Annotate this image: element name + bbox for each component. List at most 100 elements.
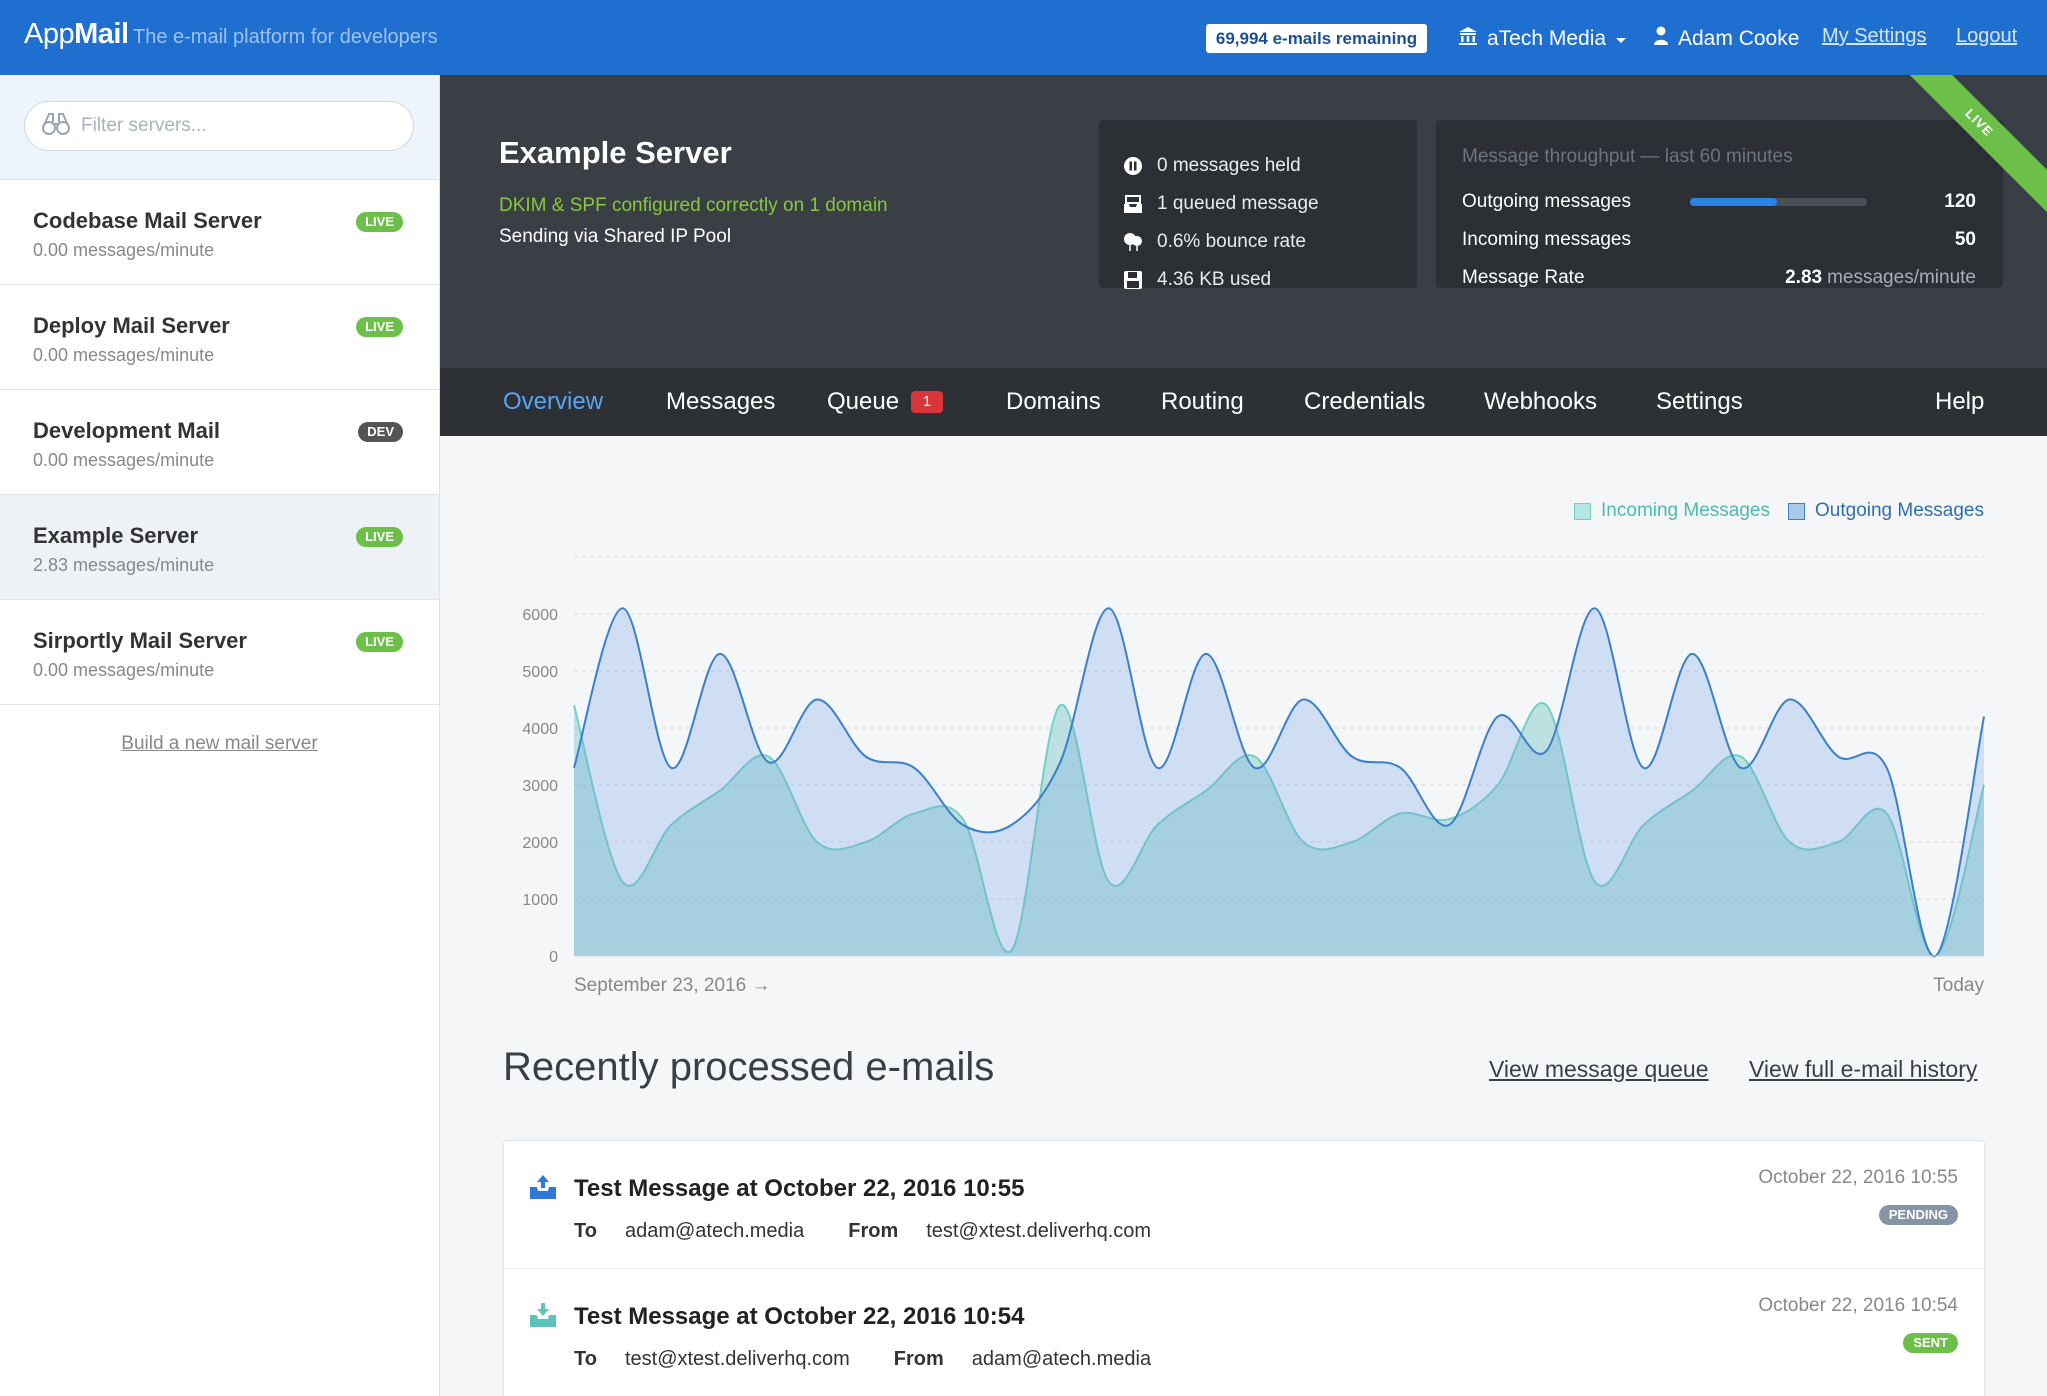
email-meta: To test@xtest.deliverhq.com From adam@at…: [574, 1348, 1151, 1371]
outgoing-label: Outgoing messages: [1462, 191, 1631, 212]
floppy-disk-icon: [1123, 270, 1143, 290]
outgoing-progress-bar: [1690, 198, 1867, 206]
rate-unit: messages/minute: [1827, 267, 1976, 288]
email-subject: Test Message at October 22, 2016 10:54: [574, 1303, 1025, 1330]
tab-messages[interactable]: Messages: [666, 388, 776, 415]
x-axis-start-label: September 23, 2016 →: [574, 975, 771, 996]
server-title: Example Server: [499, 135, 732, 170]
server-item-sirportly[interactable]: Sirportly Mail Server 0.00 messages/minu…: [0, 600, 439, 705]
incoming-mail-icon: [528, 1301, 558, 1334]
y-tick-label: 5000: [522, 664, 558, 681]
quota-badge: 69,994 e-mails remaining: [1206, 24, 1427, 53]
live-badge: LIVE: [356, 632, 403, 652]
tab-overview[interactable]: Overview: [503, 388, 604, 415]
email-row[interactable]: Test Message at October 22, 2016 10:55 T…: [504, 1141, 1984, 1269]
organization-name: aTech Media: [1487, 27, 1607, 50]
tab-credentials[interactable]: Credentials: [1304, 388, 1426, 415]
dev-badge: DEV: [358, 422, 403, 442]
legend-outgoing[interactable]: Outgoing Messages: [1788, 500, 1984, 522]
server-item-example[interactable]: Example Server 2.83 messages/minute LIVE: [0, 495, 439, 600]
outgoing-progress-fill: [1690, 198, 1777, 206]
server-item-codebase[interactable]: Codebase Mail Server 0.00 messages/minut…: [0, 180, 439, 285]
email-row[interactable]: Test Message at October 22, 2016 10:54 T…: [504, 1269, 1984, 1396]
server-item-deploy[interactable]: Deploy Mail Server 0.00 messages/minute …: [0, 285, 439, 390]
status-badge: PENDING: [1878, 1205, 1958, 1225]
legend-label-outgoing: Outgoing Messages: [1815, 500, 1984, 521]
email-meta: To adam@atech.media From test@xtest.deli…: [574, 1220, 1151, 1243]
server-name: Deploy Mail Server: [33, 313, 230, 338]
inbox-tray-icon: [1123, 194, 1143, 214]
from-label: From: [893, 1348, 944, 1370]
balloon-icon: [1123, 232, 1143, 252]
tab-webhooks[interactable]: Webhooks: [1484, 388, 1597, 415]
chart-legend: Incoming Messages Outgoing Messages: [1574, 500, 1984, 522]
stat-storage: 4.36 KB used: [1123, 261, 1417, 299]
stat-queued: 1 queued message: [1123, 185, 1417, 223]
server-name: Development Mail: [33, 418, 221, 443]
user-menu[interactable]: Adam Cooke: [1653, 25, 1799, 53]
tab-help[interactable]: Help: [1935, 388, 1985, 415]
chart-svg: 0 1000 2000 3000 4000 5000 6000: [522, 556, 1985, 966]
outgoing-row: Outgoing messages 120: [1462, 183, 1976, 221]
series-line-outgoing: [573, 607, 1985, 958]
throughput-title: Message throughput — last 60 minutes: [1462, 146, 1793, 167]
user-name: Adam Cooke: [1678, 27, 1800, 50]
logo-text-bold: Mail: [74, 18, 129, 50]
outgoing-value: 120: [1944, 191, 1976, 212]
organization-menu[interactable]: aTech Media: [1458, 25, 1627, 53]
server-tabs: Overview Messages Queue 1 Domains Routin…: [440, 368, 2047, 436]
live-badge: LIVE: [356, 527, 403, 547]
legend-swatch-incoming: [1574, 502, 1592, 520]
server-rate: 0.00 messages/minute: [33, 450, 215, 470]
throughput-card: Message throughput — last 60 minutes Out…: [1436, 120, 2003, 288]
live-badge: LIVE: [356, 317, 403, 337]
tab-routing[interactable]: Routing: [1161, 388, 1244, 415]
build-new-server-link[interactable]: Build a new mail server: [121, 733, 318, 754]
stat-text: 4.36 KB used: [1157, 269, 1272, 290]
legend-incoming[interactable]: Incoming Messages: [1574, 500, 1770, 522]
series-area-outgoing: [574, 608, 1984, 957]
server-header: Example Server DKIM & SPF configured cor…: [440, 75, 2047, 368]
to-label: To: [574, 1220, 597, 1242]
outgoing-mail-icon: [528, 1173, 558, 1206]
stat-held: 0 messages held: [1123, 147, 1417, 185]
status-badge: SENT: [1903, 1333, 1958, 1353]
user-icon: [1653, 26, 1669, 52]
view-history-link[interactable]: View full e-mail history: [1749, 1056, 1978, 1082]
sidebar: Codebase Mail Server 0.00 messages/minut…: [0, 75, 440, 1396]
app-logo[interactable]: AppMail: [24, 18, 129, 51]
server-rate: 0.00 messages/minute: [33, 240, 215, 260]
my-settings-link[interactable]: My Settings: [1822, 25, 1927, 47]
server-name: Codebase Mail Server: [33, 208, 262, 233]
x-axis-end-label: Today: [1933, 975, 1984, 996]
view-queue-link[interactable]: View message queue: [1489, 1056, 1709, 1082]
from-address: adam@atech.media: [971, 1348, 1152, 1370]
rate-row: Message Rate 2.83 messages/minute: [1462, 259, 1976, 297]
bank-icon: [1458, 26, 1478, 52]
tab-settings[interactable]: Settings: [1656, 388, 1743, 415]
message-chart: 0 1000 2000 3000 4000 5000 6000 Incoming Messa…: [440, 436, 2047, 1016]
to-label: To: [574, 1348, 597, 1370]
incoming-value: 50: [1954, 229, 1976, 250]
y-tick-label: 1000: [522, 892, 558, 909]
server-stats-card: 0 messages held 1 queued message 0.6% bo…: [1099, 120, 1417, 290]
tab-queue-label: Queue: [827, 388, 900, 415]
tab-domains[interactable]: Domains: [1006, 388, 1101, 415]
top-bar: AppMail The e-mail platform for develope…: [0, 0, 2047, 75]
live-badge: LIVE: [356, 212, 403, 232]
stat-text: 0 messages held: [1157, 155, 1301, 176]
tab-queue[interactable]: Queue 1: [827, 388, 944, 416]
logout-link[interactable]: Logout: [1956, 25, 2018, 47]
filter-box[interactable]: [24, 101, 414, 151]
email-date: October 22, 2016 10:55: [1758, 1167, 1958, 1188]
incoming-label: Incoming messages: [1462, 229, 1631, 250]
server-rate: 0.00 messages/minute: [33, 345, 215, 365]
y-tick-label: 6000: [522, 607, 558, 624]
series-area-incoming: [574, 702, 1984, 957]
stat-bounce: 0.6% bounce rate: [1123, 223, 1417, 261]
server-rate: 0.00 messages/minute: [33, 660, 215, 680]
recent-emails-title: Recently processed e-mails: [503, 1045, 995, 1089]
filter-servers-input[interactable]: [81, 115, 401, 137]
server-name: Example Server: [33, 523, 199, 548]
server-item-development[interactable]: Development Mail 0.00 messages/minute DE…: [0, 390, 439, 495]
